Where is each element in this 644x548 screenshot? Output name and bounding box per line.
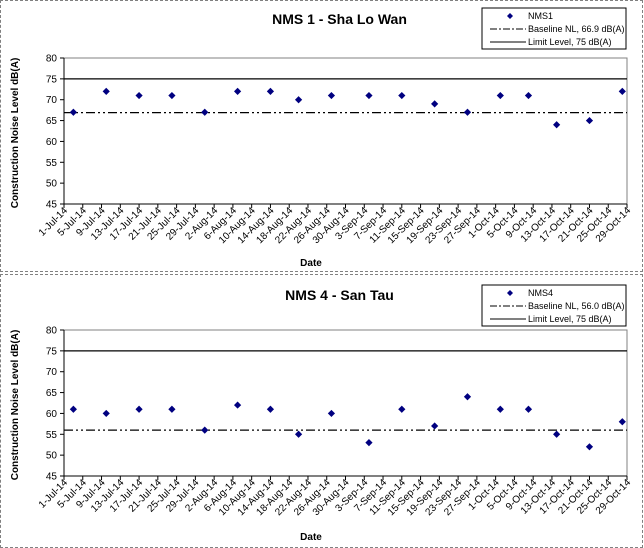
chart2-data-point [365,439,373,447]
chart2-y-tick-label: 65 [46,388,58,399]
chart1-data-point [496,91,504,100]
chart1-y-tick-label: 45 [46,200,58,211]
chart2-y-tick-label: 45 [46,472,58,483]
chart2-data-point [102,409,110,418]
chart2-y-tick-label: 75 [46,346,58,357]
chart2-y-tick-label: 70 [46,367,58,378]
chart1-y-tick-label: 80 [46,54,58,65]
chart2-y-tick-label: 50 [46,451,58,462]
chart1-data-point [585,116,594,125]
chart1-data-point [398,91,406,100]
chart1-data-point [168,91,176,100]
chart1-data-point [135,91,143,100]
chart1-data-point [294,96,303,104]
chart1-legend-series-label: NMS1 [528,11,553,21]
chart1-y-tick-label: 55 [46,158,58,169]
chart1-title: NMS 1 - Sha Lo Wan [272,11,407,27]
chart1-data-point [201,108,209,116]
chart1-legend-series-marker [507,13,513,19]
chart1-data-point [431,100,439,108]
chart2-data-point [168,405,176,413]
chart2-title: NMS 4 - San Tau [285,287,394,303]
chart2-y-tick-label: 80 [46,326,58,337]
chart2-data-point [69,405,77,413]
chart2-plot-area [63,329,628,477]
chart2-data-point [135,405,143,413]
chart2-y-tick-label: 60 [46,409,58,420]
chart1-data-point [365,91,373,100]
chart1-legend-baseline-label: Baseline NL, 66.9 dB(A) [528,24,625,34]
chart2-data-point [398,405,406,413]
chart2-data-point [327,409,336,418]
chart2-data-point [233,401,242,409]
chart2-data-point [585,443,594,451]
chart1-data-point [327,91,336,100]
chart2-data-point [553,430,561,438]
chart1-data-point [463,108,472,116]
chart2-data-point [496,405,504,413]
chart1-y-tick-label: 65 [46,116,58,127]
chart2-legend-baseline-label: Baseline NL, 56.0 dB(A) [528,301,625,311]
chart2-data-point [294,430,303,438]
chart1-x-axis-label: Date [300,258,322,269]
chart1-data-point [69,108,77,116]
chart2-legend-limit-label: Limit Level, 75 dB(A) [528,314,612,324]
chart2-legend-series-label: NMS4 [528,288,553,298]
chart1-y-tick-label: 50 [46,179,58,190]
chart1-y-tick-label: 75 [46,74,58,85]
chart2-x-axis-label: Date [300,532,322,543]
chart2-data-point [524,405,533,413]
chart1-y-tick-label: 60 [46,137,58,148]
chart2-legend-series-marker [507,290,513,296]
chart2-y-axis-label: Construction Noise Level dB(A) [10,330,21,481]
chart2-data-point [618,418,626,426]
panel-frame-top [0,0,643,272]
chart1-plot-area [63,57,628,205]
chart2-data-point [266,405,275,413]
chart1-y-axis-label: Construction Noise Level dB(A) [10,58,21,209]
chart1-data-point [553,121,561,129]
chart2-data-point [201,426,209,434]
chart2-data-point [463,393,472,401]
chart1-data-point [618,87,626,95]
chart1-data-point [233,87,242,95]
chart1-y-tick-label: 70 [46,95,58,106]
chart1-data-point [266,87,275,95]
chart1-data-point [102,87,110,95]
chart2-y-tick-label: 55 [46,430,58,441]
chart1-legend-limit-label: Limit Level, 75 dB(A) [528,37,612,47]
chart2-data-point [431,422,439,430]
chart1-data-point [524,91,533,100]
